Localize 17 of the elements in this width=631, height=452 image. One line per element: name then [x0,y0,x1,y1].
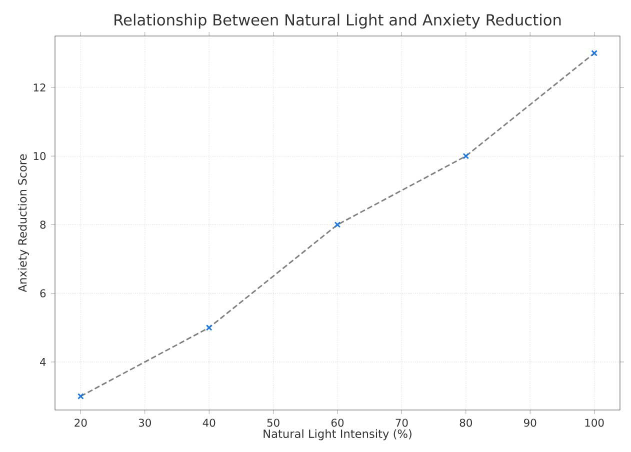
x-axis-title: Natural Light Intensity (%) [264,429,412,440]
y-axis-title: Anxiety Reduction Score [18,154,29,292]
y-tick-label: 12 [34,83,46,92]
x-tick-label: 90 [524,418,536,427]
x-tick-label: 40 [202,418,216,427]
y-tick-label: 10 [34,152,46,160]
y-tick-label: 8 [40,220,46,229]
y-tick-label: 4 [40,358,46,366]
x-tick-label: 100 [585,418,604,427]
y-tick-label: 6 [40,289,46,298]
x-tick-label: 60 [331,418,344,427]
x-tick-label: 80 [460,418,472,427]
x-tick-label: 20 [74,418,87,427]
chart-title: Relationship Between Natural Light and Anxiety Reduction [114,14,561,29]
x-tick-label: 70 [396,418,408,427]
x-tick-label: 50 [267,418,280,427]
x-tick-label: 30 [138,418,151,427]
